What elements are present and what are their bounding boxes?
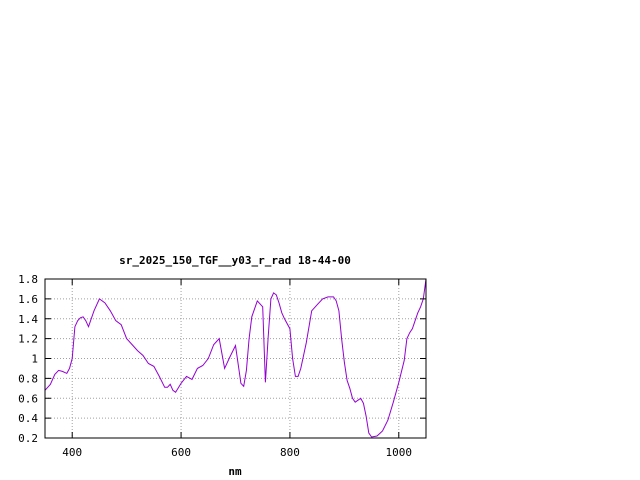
x-tick-label: 800 <box>280 446 300 459</box>
y-tick-label: 1.6 <box>18 293 38 306</box>
chart-title: sr_2025_150_TGF__y03_r_rad 18-44-00 <box>119 254 351 267</box>
y-tick-label: 1 <box>31 353 38 366</box>
x-axis-label: nm <box>228 465 242 478</box>
series-group <box>44 278 427 438</box>
y-tick-label: 1.2 <box>18 333 38 346</box>
y-tick-label: 0.6 <box>18 392 38 405</box>
grid-lines <box>45 278 426 439</box>
x-tick-label: 400 <box>62 446 82 459</box>
axis-ticks <box>45 278 426 439</box>
series-line <box>44 278 427 438</box>
x-tick-label: 600 <box>171 446 191 459</box>
y-tick-label: 0.8 <box>18 372 38 385</box>
x-tick-label: 1000 <box>386 446 413 459</box>
y-tick-labels: 0.2 0.4 0.6 0.8 1 1.2 1.4 1.6 1.8 <box>18 273 38 445</box>
y-tick-label: 1.4 <box>18 313 38 326</box>
y-tick-label: 1.8 <box>18 273 38 286</box>
y-tick-label: 0.4 <box>18 412 38 425</box>
x-tick-labels: 400 600 800 1000 <box>62 446 412 459</box>
y-tick-label: 0.2 <box>18 432 38 445</box>
